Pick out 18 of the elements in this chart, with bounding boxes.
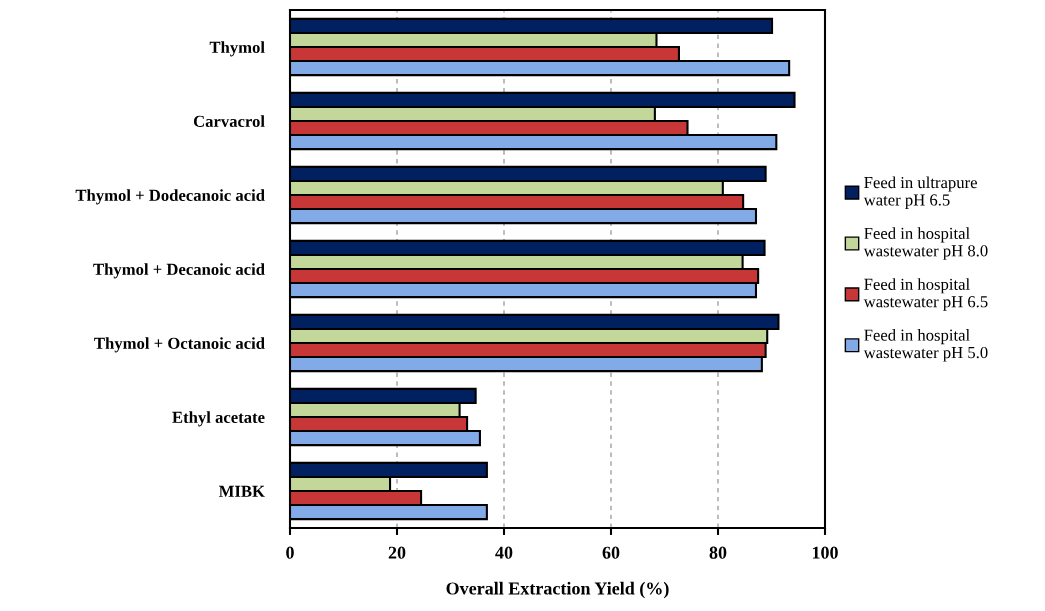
- legend-label: Feed in hospital wastewater pH 8.0: [863, 227, 988, 260]
- legend-label: Feed in hospital wastewater pH 6.5: [863, 278, 988, 311]
- x-tick-label: 40: [495, 546, 513, 559]
- x-tick-label: 20: [388, 546, 406, 559]
- legend-label: Feed in ultrapure water pH 6.5: [863, 176, 977, 209]
- x-tick-label: 0: [286, 546, 294, 559]
- x-axis-title: Overall Extraction Yield (%): [446, 581, 669, 599]
- y-tick-label: MIBK: [218, 485, 265, 497]
- x-tick-label: 80: [709, 546, 727, 559]
- y-tick-label: Thymol + Dodecanoic acid: [75, 189, 265, 205]
- x-tick-label: 60: [602, 546, 620, 559]
- legend-label: Feed in hospital wastewater pH 5.0: [863, 329, 988, 362]
- y-tick-label: Thymol + Decanoic acid: [93, 263, 265, 279]
- y-tick-label: Thymol + Octanoic acid: [94, 337, 265, 353]
- y-tick-label: Ethyl acetate: [172, 411, 265, 427]
- y-tick-label: Thymol: [209, 41, 265, 57]
- x-tick-label: 100: [812, 546, 838, 559]
- y-tick-label: Carvacrol: [193, 115, 265, 127]
